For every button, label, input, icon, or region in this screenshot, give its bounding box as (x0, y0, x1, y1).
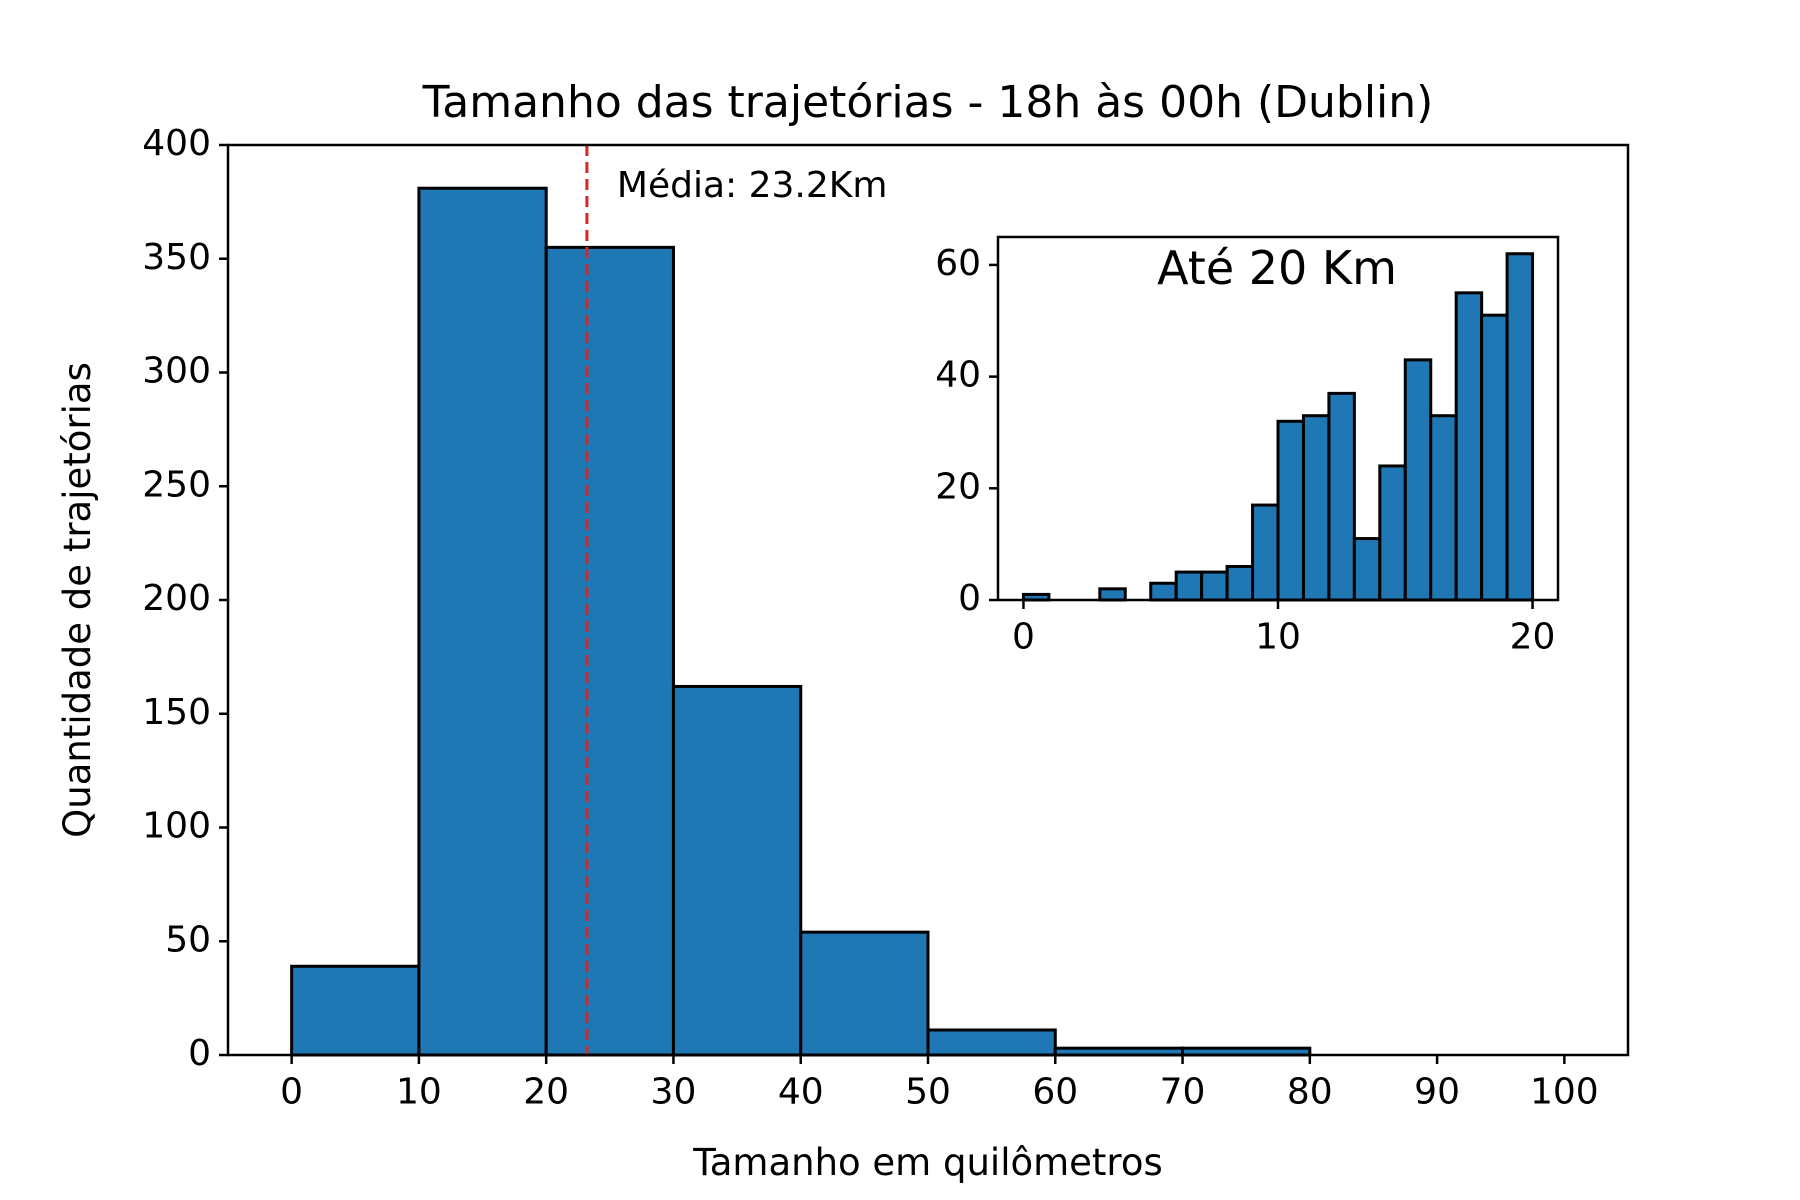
main-y-tick-label: 100 (142, 806, 211, 847)
inset-y-tick-label: 40 (935, 355, 981, 396)
main-y-tick-label: 300 (142, 351, 211, 392)
inset-bar (1174, 570, 1204, 602)
main-x-tick-label: 40 (778, 1072, 824, 1113)
main-y-tick-label: 350 (142, 237, 211, 278)
main-x-tick-label: 0 (280, 1072, 303, 1113)
inset-bar (1327, 391, 1356, 602)
main-y-tick-label: 400 (142, 123, 211, 164)
inset-bars (1021, 252, 1535, 602)
main-x-tick-label: 90 (1414, 1072, 1460, 1113)
x-axis-label: Tamanho em quilômetros (692, 1141, 1163, 1184)
main-y-tick-label: 0 (188, 1033, 211, 1074)
main-bar (544, 245, 675, 1057)
inset-bar (1301, 414, 1331, 602)
inset-x-tick-label: 10 (1255, 617, 1301, 658)
main-x-tick-label: 20 (523, 1072, 569, 1113)
inset-bar (1429, 414, 1458, 602)
main-bars (290, 186, 1312, 1057)
main-x-tick-label: 70 (1160, 1072, 1206, 1113)
main-x-tick-label: 30 (651, 1072, 697, 1113)
main-y-axis-ticks: 0 50 100 150 200 250 300 350 400 (142, 123, 228, 1074)
inset-bar (1225, 564, 1255, 602)
chart-title: Tamanho das trajetórias - 18h às 00h (Du… (422, 77, 1434, 128)
inset-bar (1403, 358, 1433, 602)
inset-x-tick-label: 0 (1012, 617, 1035, 658)
main-histogram: Média: 23.2Km 0 10 20 30 40 50 60 70 80 90 100 050… (56, 77, 1630, 1184)
inset-bar (1251, 503, 1280, 602)
inset-bar (1505, 252, 1535, 602)
main-x-tick-label: 50 (905, 1072, 951, 1113)
main-y-tick-label: 200 (142, 578, 211, 619)
mean-label: Média: 23.2Km (617, 165, 888, 206)
inset-title: Até 20 Km (1157, 241, 1397, 295)
main-y-tick-label: 250 (142, 464, 211, 505)
inset-x-axis-ticks: 0 10 20 (1012, 600, 1555, 658)
inset-bar (1454, 291, 1484, 602)
inset-bar (1276, 419, 1305, 602)
inset-y-tick-label: 60 (935, 243, 981, 284)
main-y-tick-label: 150 (142, 692, 211, 733)
inset-y-axis-ticks: 0 20 40 60 (935, 243, 998, 619)
main-x-tick-label: 60 (1032, 1072, 1078, 1113)
inset-y-tick-label: 0 (958, 578, 981, 619)
y-axis-label: Quantidade de trajetórias (56, 362, 99, 838)
main-x-tick-label: 10 (396, 1072, 442, 1113)
inset-bar (1352, 537, 1382, 602)
inset-bar (1200, 570, 1229, 602)
inset-bar (1098, 587, 1127, 602)
inset-bar (1378, 464, 1407, 602)
inset-histogram: 0 10 20 0 20 40 60 Até 20 Km (935, 235, 1560, 658)
main-bar (417, 186, 548, 1057)
inset-bar (1149, 581, 1178, 602)
main-bar (290, 964, 421, 1057)
main-x-axis-ticks: 0 10 20 30 40 50 60 70 80 90 100 (280, 1055, 1599, 1113)
main-y-tick-label: 50 (165, 919, 211, 960)
main-bar (799, 930, 930, 1057)
inset-y-tick-label: 20 (935, 466, 981, 507)
main-x-tick-label: 100 (1530, 1072, 1599, 1113)
inset-x-tick-label: 20 (1510, 617, 1556, 658)
inset-bar (1480, 313, 1509, 602)
main-x-tick-label: 80 (1287, 1072, 1333, 1113)
main-bar (926, 1028, 1057, 1057)
main-bar (671, 684, 803, 1057)
